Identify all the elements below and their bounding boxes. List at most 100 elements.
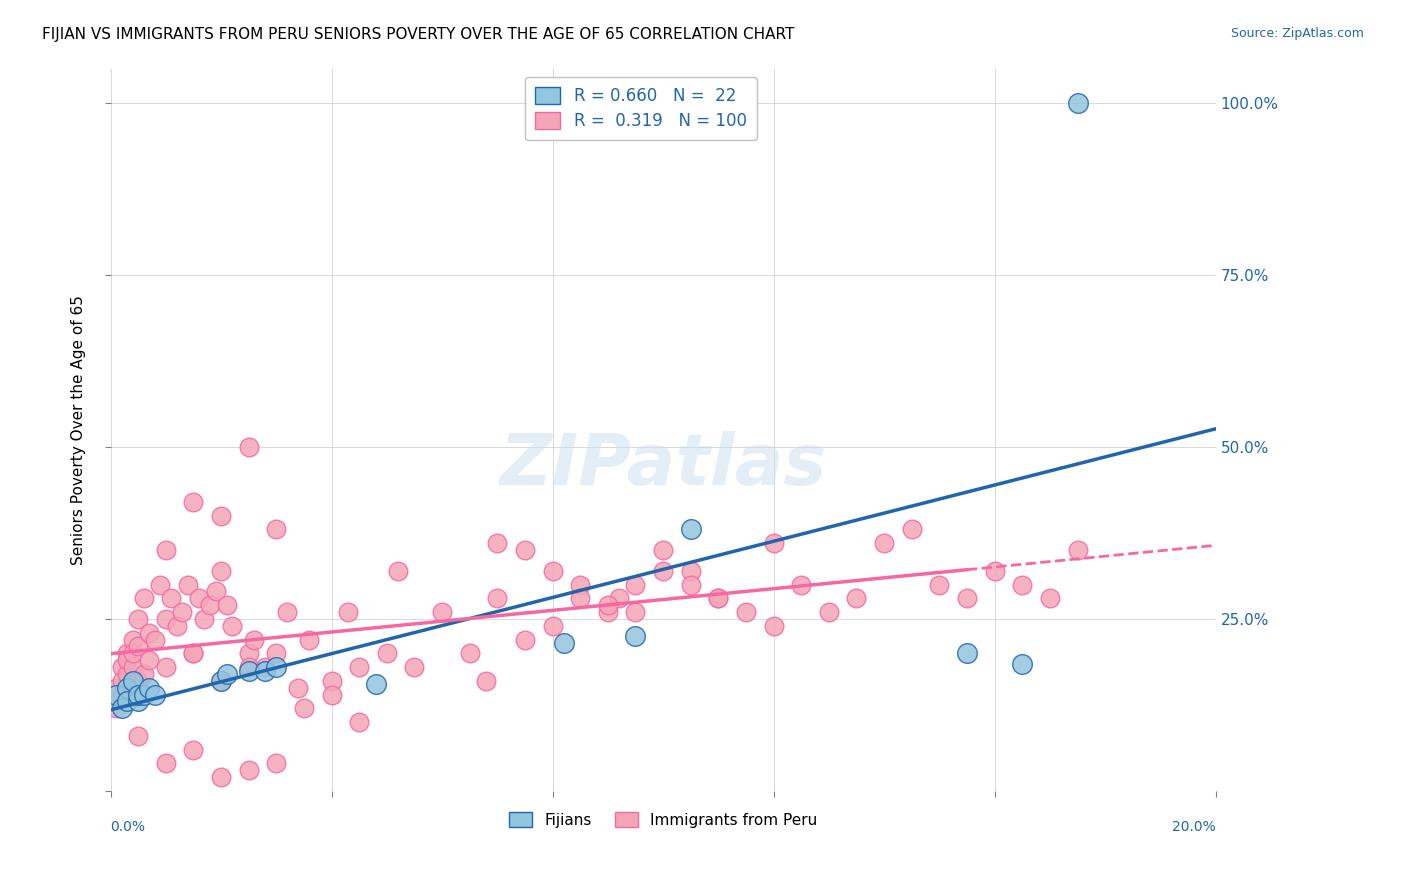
Point [1066,95,1088,110]
Point [624,605,647,619]
Point [679,564,702,578]
Point [127,612,149,626]
Point [818,605,841,619]
Point [375,646,398,660]
Point [121,632,143,647]
Point [956,646,979,660]
Point [115,653,138,667]
Point [155,543,177,558]
Point [541,619,564,633]
Point [127,673,149,688]
Point [569,577,592,591]
Point [762,619,785,633]
Point [138,681,160,695]
Point [204,584,226,599]
Point [105,701,128,715]
Point [105,688,128,702]
Point [486,536,509,550]
Point [110,701,132,715]
Point [115,667,138,681]
Point [541,564,564,578]
Point [143,632,166,647]
Point [221,619,243,633]
Text: 20.0%: 20.0% [1173,820,1216,834]
Point [983,564,1005,578]
Point [209,673,232,688]
Point [266,523,288,537]
Point [266,660,288,674]
Point [115,694,138,708]
Point [121,660,143,674]
Point [115,646,138,660]
Point [298,632,321,647]
Point [138,625,160,640]
Point [110,688,132,702]
Point [790,577,813,591]
Point [347,660,370,674]
Point [873,536,896,550]
Point [132,591,155,606]
Point [321,688,343,702]
Point [188,591,211,606]
Point [254,660,277,674]
Point [513,543,536,558]
Point [1039,591,1062,606]
Point [215,598,238,612]
Point [513,632,536,647]
Point [266,646,288,660]
Point [160,591,183,606]
Point [458,646,481,660]
Y-axis label: Seniors Poverty Over the Age of 65: Seniors Poverty Over the Age of 65 [72,294,86,565]
Point [292,701,315,715]
Point [266,756,288,771]
Point [762,536,785,550]
Point [347,715,370,730]
Point [276,605,298,619]
Point [254,664,277,678]
Point [172,605,194,619]
Point [127,729,149,743]
Point [569,591,592,606]
Point [243,632,266,647]
Point [105,681,128,695]
Point [149,577,172,591]
Point [287,681,309,695]
Point [707,591,730,606]
Point [652,564,675,578]
Point [209,508,232,523]
Point [238,440,260,454]
Point [177,577,200,591]
Point [238,664,260,678]
Point [652,543,675,558]
Point [956,591,979,606]
Text: 0.0%: 0.0% [111,820,146,834]
Point [845,591,868,606]
Point [928,577,950,591]
Point [121,673,143,688]
Point [707,591,730,606]
Point [121,646,143,660]
Point [209,673,232,688]
Point [387,564,409,578]
Point [900,523,922,537]
Point [486,591,509,606]
Point [364,677,387,691]
Point [209,770,232,784]
Point [404,660,426,674]
Point [679,577,702,591]
Point [238,764,260,778]
Point [607,591,630,606]
Point [624,629,647,643]
Point [132,688,155,702]
Point [183,646,205,660]
Point [430,605,453,619]
Point [1066,543,1088,558]
Point [596,605,619,619]
Text: ZIPatlas: ZIPatlas [499,432,827,500]
Point [321,673,343,688]
Point [127,640,149,654]
Point [183,646,205,660]
Point [110,660,132,674]
Point [183,742,205,756]
Point [155,756,177,771]
